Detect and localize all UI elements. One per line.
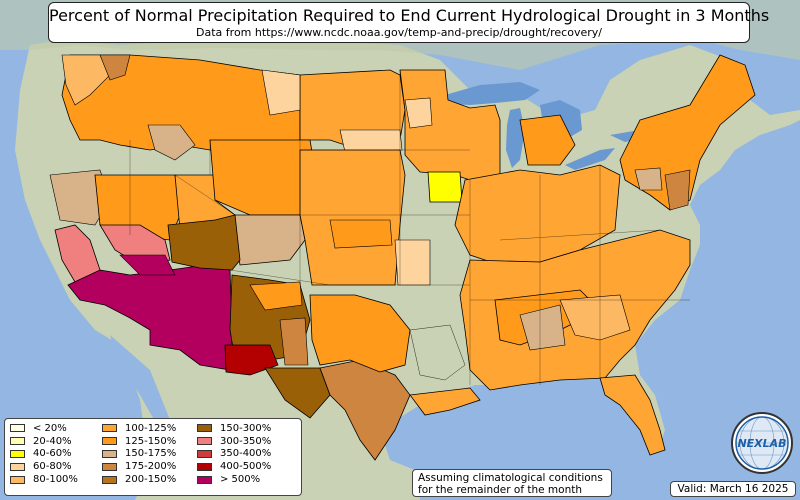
note-line-1: Assuming climatological conditions	[418, 472, 603, 484]
legend-label: 200-150%	[125, 474, 177, 486]
legend-swatch	[10, 449, 25, 458]
legend-label: > 500%	[220, 474, 261, 486]
legend: < 20% 20-40% 40-60% 60-80% 80-100% 100-1…	[4, 418, 302, 496]
valid-date: Valid: March 16 2025	[670, 481, 796, 497]
region-central-plains	[299, 149, 406, 286]
legend-column-2: 100-125% 125-150% 150-175% 175-200% 200-…	[102, 422, 176, 486]
legend-item: 60-80%	[10, 460, 78, 473]
legend-item: 150-175%	[102, 448, 176, 461]
legend-label: 150-175%	[125, 448, 177, 460]
region-four-corners	[167, 214, 241, 271]
legend-swatch	[10, 424, 25, 433]
legend-swatch	[102, 437, 117, 446]
legend-label: 125-150%	[125, 435, 177, 447]
legend-item: > 500%	[197, 473, 271, 486]
note-line-2: for the remainder of the month	[418, 484, 583, 496]
legend-item: 200-150%	[102, 473, 176, 486]
legend-swatch	[10, 462, 25, 471]
nexlab-logo: NEXLAB	[731, 412, 793, 474]
legend-item: 20-40%	[10, 435, 78, 448]
legend-label: 20-40%	[33, 435, 72, 447]
legend-item: 150-300%	[197, 422, 271, 435]
region-midwest	[454, 164, 621, 266]
legend-item: 80-100%	[10, 473, 78, 486]
title-box: Percent of Normal Precipitation Required…	[48, 2, 770, 43]
legend-label: 80-100%	[33, 474, 78, 486]
logo-text: NEXLAB	[737, 437, 786, 450]
legend-swatch	[197, 462, 212, 471]
legend-swatch	[10, 475, 25, 484]
lake-superior	[445, 82, 540, 105]
legend-swatch	[102, 462, 117, 471]
legend-label: 100-125%	[125, 422, 177, 434]
legend-label: 60-80%	[33, 461, 72, 473]
legend-swatch	[197, 424, 212, 433]
legend-label: 40-60%	[33, 448, 72, 460]
legend-label: < 20%	[33, 422, 67, 434]
legend-swatch	[10, 437, 25, 446]
lake-erie	[565, 148, 615, 170]
region-florida	[599, 374, 666, 456]
legend-label: 300-350%	[220, 435, 272, 447]
map-title: Percent of Normal Precipitation Required…	[49, 6, 770, 25]
legend-item: 400-500%	[197, 460, 271, 473]
legend-item: 125-150%	[102, 435, 176, 448]
legend-swatch	[197, 475, 212, 484]
legend-item: 100-125%	[102, 422, 176, 435]
legend-swatch	[102, 475, 117, 484]
region-west-texas	[264, 367, 331, 419]
legend-item: 350-400%	[197, 448, 271, 461]
legend-label: 350-400%	[220, 448, 272, 460]
region-iowa-yellow	[427, 171, 463, 203]
legend-item: 300-350%	[197, 435, 271, 448]
assumption-note: Assuming climatological conditions for t…	[412, 469, 612, 497]
legend-swatch	[102, 424, 117, 433]
legend-column-3: 150-300% 300-350% 350-400% 400-500% > 50…	[197, 422, 271, 486]
legend-label: 150-300%	[220, 422, 272, 434]
map-subtitle: Data from https://www.ncdc.noaa.gov/temp…	[196, 26, 602, 39]
legend-swatch	[197, 449, 212, 458]
legend-item: 40-60%	[10, 448, 78, 461]
legend-item: < 20%	[10, 422, 78, 435]
region-northwest	[61, 54, 301, 151]
legend-swatch	[102, 449, 117, 458]
legend-item: 175-200%	[102, 460, 176, 473]
legend-swatch	[197, 437, 212, 446]
legend-label: 175-200%	[125, 461, 177, 473]
legend-column-1: < 20% 20-40% 40-60% 60-80% 80-100%	[10, 422, 78, 486]
legend-label: 400-500%	[220, 461, 272, 473]
